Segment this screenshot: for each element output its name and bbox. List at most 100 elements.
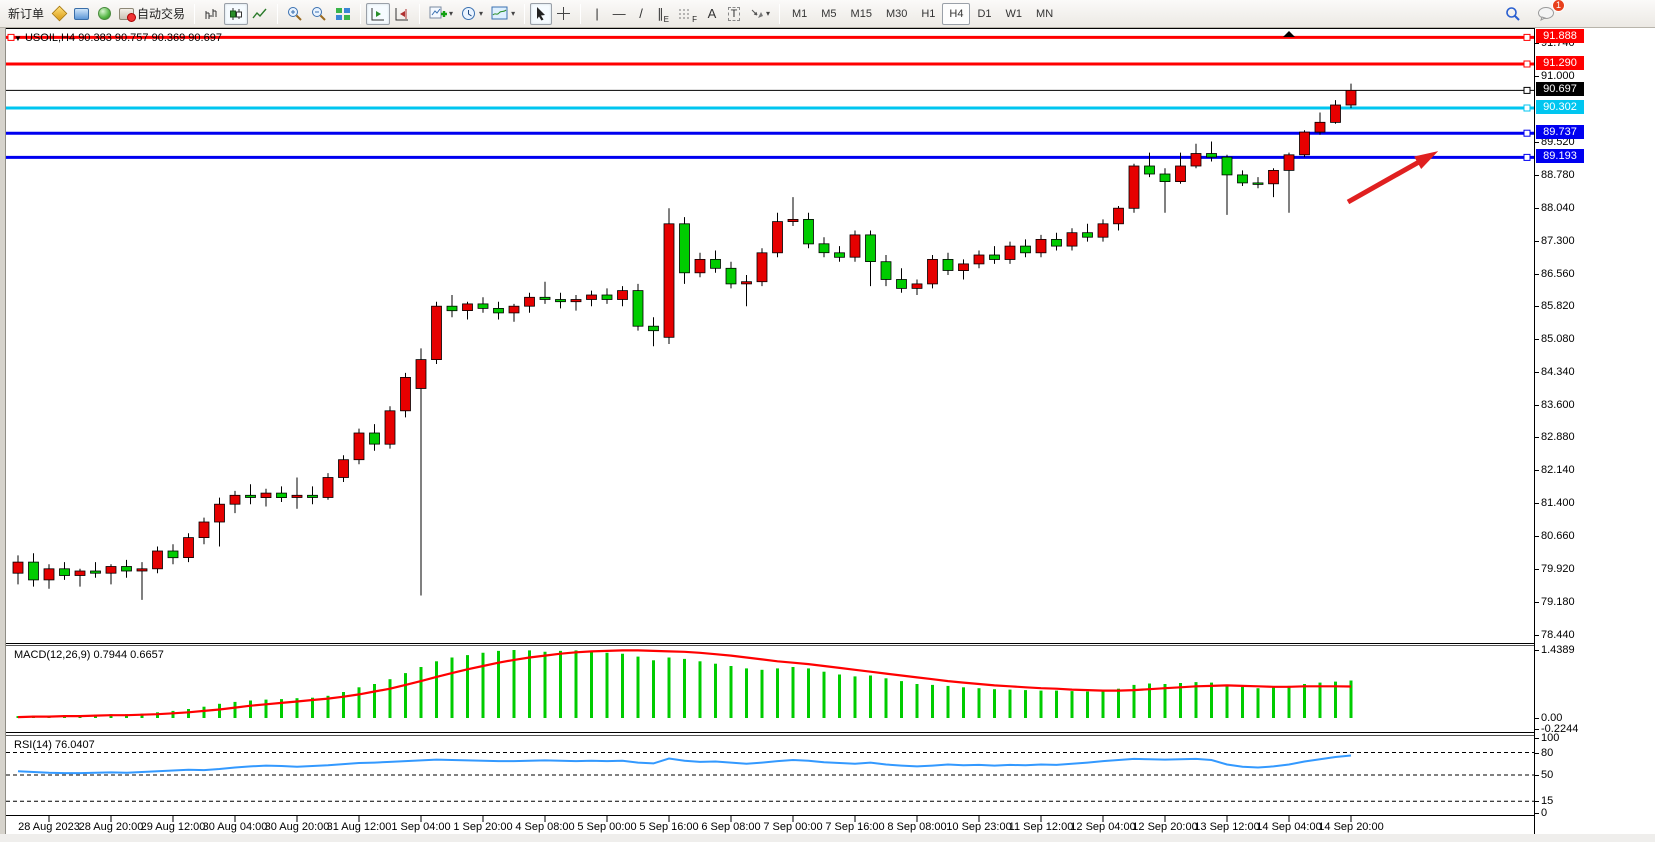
time-axis-label: 12 Sep 04:00: [1070, 821, 1136, 833]
line-chart-icon: [252, 8, 267, 18]
dropdown-arrow-icon: ▾: [449, 9, 454, 18]
zoom-in-button[interactable]: [283, 3, 307, 25]
price-tick-label: 82.140: [1535, 464, 1575, 476]
time-axis-label: 5 Sep 00:00: [577, 821, 637, 833]
chart-window: ▼ USOIL,H4 90.383 90.757 90.369 90.697 M…: [0, 28, 1655, 842]
window-left-edge: [0, 28, 6, 842]
dropdown-arrow-icon: ▾: [479, 9, 484, 18]
line-chart-mode-button[interactable]: [248, 3, 272, 25]
timeframe-M5[interactable]: M5: [821, 7, 837, 20]
news-button[interactable]: [93, 3, 115, 25]
trendline-tool[interactable]: /: [630, 3, 652, 25]
label-tool[interactable]: T: [723, 3, 745, 25]
rsi-axis-label: 100: [1535, 732, 1559, 744]
price-tick-label: 86.560: [1535, 268, 1575, 280]
notification-badge: 1: [1552, 0, 1565, 12]
vertical-line-tool[interactable]: |: [586, 3, 608, 25]
time-axis-label: 10 Sep 23:00: [946, 821, 1012, 833]
price-tick-label: 81.400: [1535, 497, 1575, 509]
crosshair-tool-button[interactable]: [552, 3, 575, 25]
bar-chart-mode-button[interactable]: [200, 3, 224, 25]
toolbar-separator: [524, 3, 526, 24]
time-axis-label: 13 Sep 12:00: [1194, 821, 1260, 833]
channel-tool[interactable]: ∥ E: [652, 3, 674, 25]
monitor-icon: [74, 7, 90, 20]
price-tick-label: 85.820: [1535, 300, 1575, 312]
time-axis-label: 28 Aug 20:00: [78, 821, 144, 833]
auto-scroll-button[interactable]: [366, 2, 391, 25]
tile-windows-button[interactable]: [331, 3, 355, 25]
time-axis-label: 1 Sep 04:00: [391, 821, 451, 833]
time-axis-label: 31 Aug 12:00: [326, 821, 392, 833]
zoom-in-icon: [288, 7, 302, 21]
price-tick-label: 83.600: [1535, 399, 1575, 411]
chart-shift-button[interactable]: [390, 3, 414, 25]
cursor-tool-button[interactable]: [530, 2, 553, 25]
text-icon: A: [707, 6, 717, 21]
arrows-tool[interactable]: ▾: [745, 3, 774, 25]
rsi-label: RSI(14) 76.0407: [14, 739, 95, 751]
horizontal-line-tool[interactable]: —: [608, 3, 630, 25]
tile-windows-icon: [336, 7, 351, 20]
dropdown-arrow-icon: ▾: [765, 9, 770, 18]
timeframe-M1[interactable]: M1: [791, 7, 808, 20]
toolbar-separator: [194, 3, 196, 24]
toolbar-separator: [778, 3, 780, 24]
auto-trading-button[interactable]: 自动交易: [115, 3, 189, 25]
zoom-out-button[interactable]: [307, 3, 331, 25]
price-badge: 89.193: [1536, 149, 1584, 163]
rsi-axis-label: 15: [1535, 795, 1553, 807]
text-tool[interactable]: A: [701, 3, 723, 25]
price-tick-label: 84.340: [1535, 366, 1575, 378]
timeframe-H4[interactable]: H4: [942, 2, 971, 25]
notifications-button[interactable]: 1: [1533, 0, 1565, 25]
chart-panes: ▼ USOIL,H4 90.383 90.757 90.369 90.697 M…: [6, 28, 1534, 842]
price-tick-label: 85.080: [1535, 333, 1575, 345]
time-axis-label: 1 Sep 20:00: [453, 821, 513, 833]
time-ticks-svg: [48, 816, 1352, 822]
add-indicator-button[interactable]: ▾: [425, 3, 457, 25]
price-badge: 90.302: [1536, 100, 1584, 114]
time-axis-label: 8 Sep 08:00: [887, 821, 947, 833]
rsi-axis-label: 80: [1535, 747, 1553, 759]
price-tick-label: 82.880: [1535, 431, 1575, 443]
search-button[interactable]: [1501, 3, 1525, 25]
candlestick-chart-svg: [6, 31, 1534, 600]
bar-chart-icon: [205, 8, 217, 19]
timeframe-M15[interactable]: M15: [850, 7, 872, 20]
new-order-button[interactable]: 新订单: [4, 3, 48, 25]
vertical-line-icon: |: [595, 6, 599, 21]
timeframe-MN[interactable]: MN: [1036, 7, 1054, 20]
navigator-button[interactable]: [48, 3, 70, 25]
terminal-button[interactable]: [70, 3, 93, 25]
toolbar-separator: [419, 3, 421, 24]
macd-pane[interactable]: MACD(12,26,9) 0.7944 0.6657: [6, 645, 1534, 733]
rsi-pane[interactable]: RSI(14) 76.0407: [6, 735, 1534, 816]
horizontal-line-icon: —: [612, 6, 626, 21]
time-axis[interactable]: 28 Aug 2023 28 Aug 20:00 29 Aug 12:00 30 Au…: [6, 816, 1534, 834]
time-axis-label: 6 Sep 08:00: [701, 821, 761, 833]
zoom-out-icon: [312, 7, 326, 21]
price-axis[interactable]: 91.740 91.000 89.520 88.780 88.040 87.300 86.5…: [1534, 28, 1655, 834]
time-axis-label: 30 Aug 04:00: [202, 821, 268, 833]
candle-chart-mode-button[interactable]: [224, 2, 249, 25]
timeframe-M30[interactable]: M30: [885, 7, 908, 20]
timeframe-W1[interactable]: W1: [1005, 7, 1023, 20]
autotrade-icon: [119, 7, 137, 22]
price-tick-label: 89.520: [1535, 136, 1575, 148]
channel-icon: ∥: [657, 6, 664, 21]
ohlc-text: 90.383 90.757 90.369 90.697: [78, 32, 222, 44]
time-axis-label: 5 Sep 16:00: [639, 821, 699, 833]
time-axis-label: 14 Sep 20:00: [1318, 821, 1384, 833]
templates-button[interactable]: ▾: [487, 3, 519, 25]
fibonacci-tool[interactable]: F: [674, 3, 701, 25]
timeframe-D1[interactable]: D1: [977, 7, 992, 20]
timeframe-H1[interactable]: H1: [921, 7, 936, 20]
price-badge: 89.737: [1536, 125, 1584, 139]
periods-button[interactable]: ▾: [457, 3, 487, 25]
cursor-icon: [537, 7, 546, 21]
crosshair-icon: [557, 7, 571, 20]
time-axis-label: 11 Sep 12:00: [1008, 821, 1074, 833]
main-chart-pane[interactable]: ▼ USOIL,H4 90.383 90.757 90.369 90.697: [6, 28, 1534, 644]
main-toolbar: 新订单 自动交易: [0, 0, 1655, 28]
